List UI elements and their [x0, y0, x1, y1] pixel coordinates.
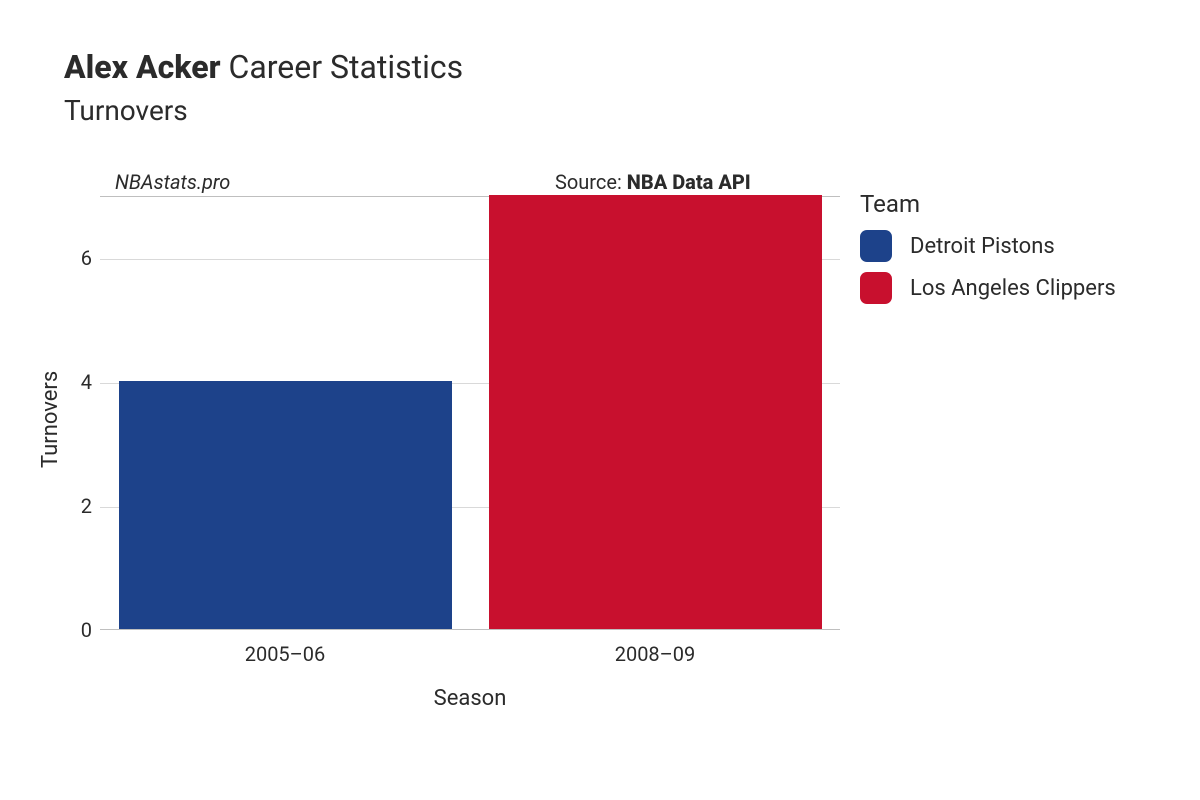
attribution-site: NBAstats.pro: [115, 170, 230, 194]
x-axis-label: Season: [434, 686, 507, 711]
chart-subtitle: Turnovers: [64, 94, 463, 127]
attribution-source: Source: NBA Data API: [555, 170, 751, 194]
source-name: NBA Data API: [627, 170, 751, 194]
x-tick-label: 2005–06: [245, 642, 326, 666]
title-block: Alex Acker Career Statistics Turnovers: [64, 48, 463, 127]
bar: [489, 195, 822, 629]
source-label: Source:: [555, 170, 627, 194]
y-axis-label: Turnovers: [38, 371, 63, 468]
y-tick-label: 0: [52, 618, 92, 642]
legend-label: Detroit Pistons: [910, 234, 1055, 259]
bar: [119, 381, 452, 629]
title-bold: Alex Acker: [64, 48, 221, 86]
chart-container: Alex Acker Career Statistics Turnovers N…: [0, 0, 1200, 800]
legend: Team Detroit Pistons Los Angeles Clipper…: [860, 190, 1116, 314]
y-tick-label: 6: [52, 246, 92, 270]
legend-item: Los Angeles Clippers: [860, 272, 1116, 304]
chart-title: Alex Acker Career Statistics: [64, 48, 463, 86]
plot-area: [100, 196, 840, 630]
legend-swatch: [860, 272, 892, 304]
legend-item: Detroit Pistons: [860, 230, 1116, 262]
y-tick-label: 2: [52, 494, 92, 518]
x-tick-label: 2008–09: [615, 642, 696, 666]
legend-swatch: [860, 230, 892, 262]
legend-title: Team: [860, 190, 1116, 218]
title-rest: Career Statistics: [221, 48, 464, 86]
legend-label: Los Angeles Clippers: [910, 276, 1116, 301]
